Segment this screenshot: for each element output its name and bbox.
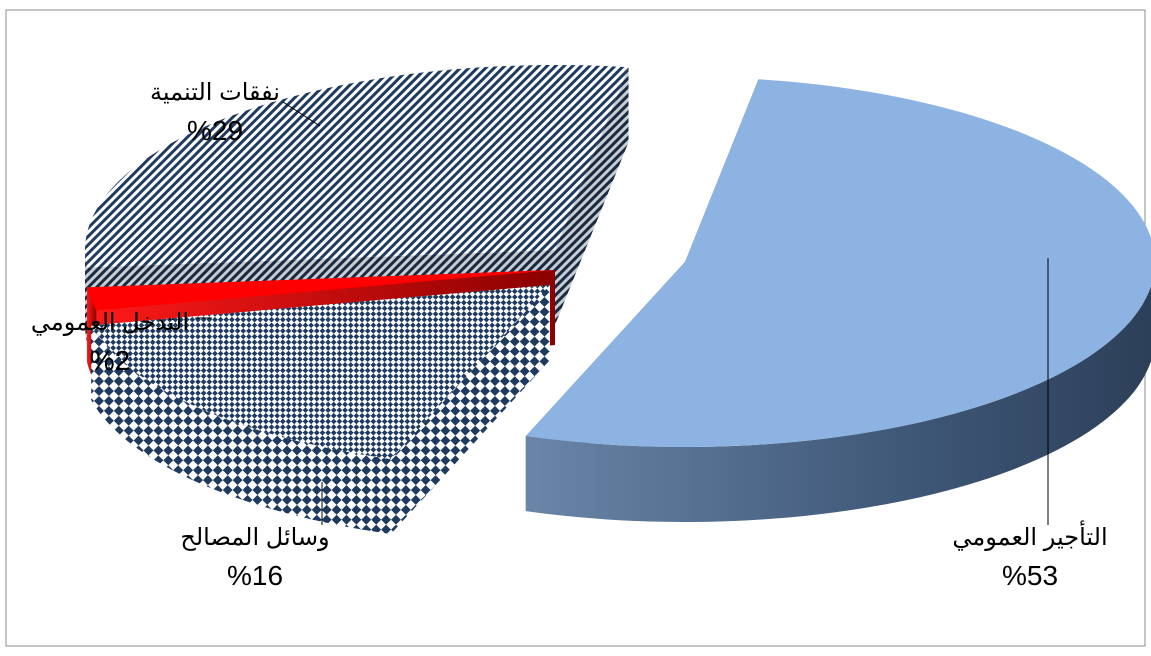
- slice-label-0: التأجير العمومي: [952, 520, 1107, 551]
- pie-slice-wall-3-1: [555, 67, 629, 326]
- pie-slice-rim-0: [525, 285, 1151, 523]
- slice-label-2: التدخل العمومي: [31, 309, 189, 336]
- pie-slice-1: [91, 285, 550, 535]
- pie-slice-rim-1: [91, 325, 391, 535]
- pie-slice-top-2: [87, 270, 555, 311]
- pie-slice-top-0: [525, 79, 1151, 447]
- leader-line-3: [282, 101, 321, 127]
- slice-value-label-3: %29: [187, 115, 243, 146]
- slice-label-3: نفقات التنمية: [150, 79, 280, 106]
- slice-value-label-2: %2: [90, 345, 130, 376]
- pie-slice-rim-3: [85, 250, 88, 343]
- pie-slice-top-1: [91, 285, 550, 460]
- pie-slice-0: [525, 79, 1151, 523]
- pie-slice-top-3: [85, 65, 629, 268]
- slice-value-label-0: %53: [1002, 560, 1058, 591]
- slice-label-1: وسائل المصالح: [180, 524, 329, 551]
- slice-value-label-1: %16: [227, 560, 283, 591]
